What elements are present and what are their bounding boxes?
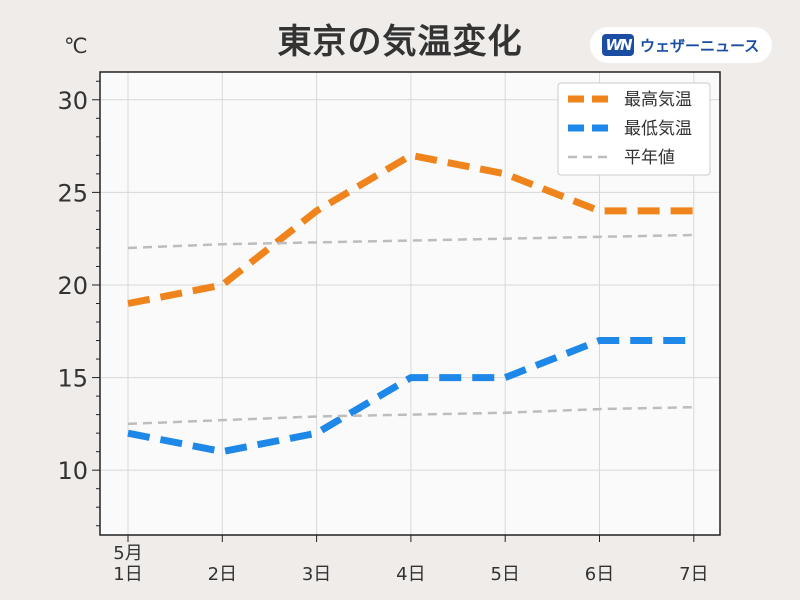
y-tick-label: 20 <box>57 272 88 300</box>
series-line-3 <box>127 405 694 426</box>
chart-title: 東京の気温変化 <box>277 22 523 62</box>
weathernews-logo-text: ウェザーニュース <box>640 36 760 55</box>
y-tick-label: 25 <box>57 179 88 207</box>
y-tick-label: 15 <box>57 365 88 393</box>
x-tick-label: 5月 1日 <box>113 543 142 585</box>
x-tick-label: 2日 <box>208 564 237 585</box>
x-tick-label: 6日 <box>585 564 614 585</box>
legend-label: 最低気温 <box>624 119 692 139</box>
y-axis-unit: ℃ <box>64 34 88 58</box>
series-line-2 <box>127 233 694 250</box>
series-line-1 <box>127 337 694 456</box>
legend-label: 最高気温 <box>624 90 692 110</box>
x-tick-label: 3日 <box>302 564 331 585</box>
legend-label: 平年値 <box>624 148 675 168</box>
weathernews-logo: WN ウェザーニュース <box>590 27 772 63</box>
y-tick-label: 30 <box>57 87 88 115</box>
x-tick-label: 4日 <box>396 564 425 585</box>
x-tick-label: 7日 <box>679 564 708 585</box>
weathernews-logo-icon: WN <box>602 34 634 56</box>
y-tick-label: 10 <box>57 457 88 485</box>
legend-box <box>557 82 711 176</box>
x-tick-label: 5日 <box>490 564 519 585</box>
